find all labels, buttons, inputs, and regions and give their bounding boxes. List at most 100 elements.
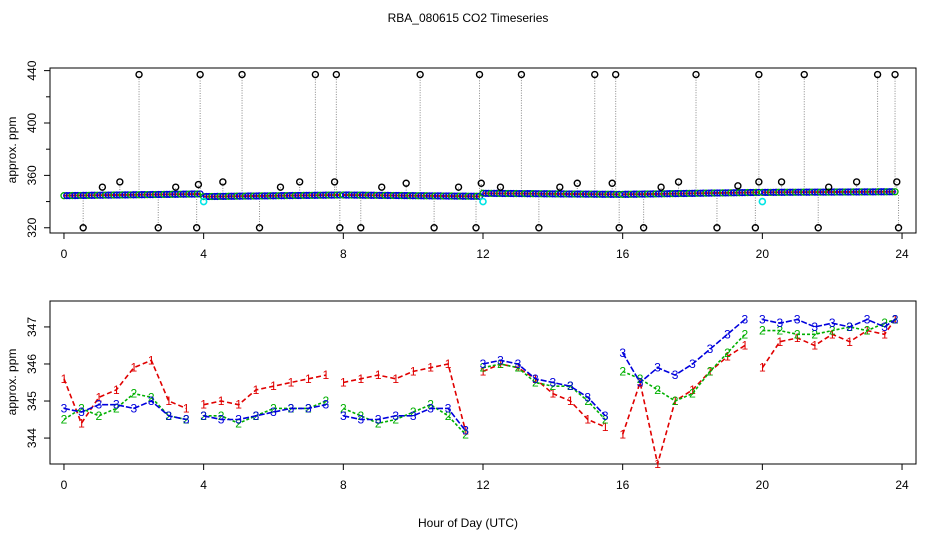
x-tick-label-top: 24 <box>895 247 909 261</box>
series-point-1: 1 <box>78 416 85 430</box>
x-tick-label-bottom: 0 <box>61 478 68 492</box>
series-point-3: 3 <box>549 376 556 390</box>
x-tick-label-top: 8 <box>340 247 347 261</box>
series-point-1: 1 <box>148 353 155 367</box>
outlier-point <box>891 70 899 79</box>
top-marks <box>60 70 903 232</box>
series-point-3: 3 <box>480 357 487 371</box>
series-point-2: 2 <box>654 383 661 397</box>
outlier-point <box>755 178 763 186</box>
x-tick-label-bottom: 20 <box>756 478 770 492</box>
series-point-3: 3 <box>165 409 172 423</box>
series-point-2: 2 <box>707 364 714 378</box>
series-point-2: 2 <box>96 409 103 423</box>
series-point-3: 3 <box>497 353 504 367</box>
series-point-2: 2 <box>811 327 818 341</box>
series-point-3: 3 <box>305 401 312 415</box>
series-point-1: 1 <box>759 361 766 375</box>
chart-title: RBA_080615 CO2 Timeseries <box>388 11 549 25</box>
outlier-point <box>556 183 564 191</box>
outlier-point <box>154 224 162 232</box>
series-point-3: 3 <box>881 320 888 334</box>
outlier-point <box>852 178 861 186</box>
series-point-1: 1 <box>410 364 417 378</box>
series-point-3: 3 <box>392 409 399 423</box>
series-point-2: 2 <box>113 401 120 415</box>
series-point-2: 2 <box>183 413 190 427</box>
y-tick-label-bottom: 347 <box>25 317 39 337</box>
x-tick-label-bottom: 12 <box>476 478 490 492</box>
outlier-point <box>777 178 786 186</box>
series-point-1: 1 <box>270 379 277 393</box>
series-point-2: 2 <box>794 327 801 341</box>
series-point-3: 3 <box>892 313 899 327</box>
outlier-point <box>477 179 485 187</box>
outlier-point <box>573 179 581 187</box>
y-tick-label-bottom: 346 <box>25 354 39 374</box>
series-point-2: 2 <box>235 416 242 430</box>
series-point-2: 2 <box>759 324 766 338</box>
series-point-2: 2 <box>375 416 382 430</box>
series-point-1: 1 <box>340 376 347 390</box>
series-point-2: 2 <box>497 357 504 371</box>
series-point-1: 1 <box>846 335 853 349</box>
outlier-point <box>611 70 620 79</box>
series-point-3: 3 <box>218 413 225 427</box>
series-point-3: 3 <box>183 413 190 427</box>
outlier-point <box>591 70 599 79</box>
x-tick-label-top: 12 <box>476 247 490 261</box>
series-point-1: 1 <box>445 357 452 371</box>
series-point-1: 1 <box>305 372 312 386</box>
outlier-point <box>79 224 87 232</box>
panel-top: 0 4 8 12 16 20 24 320 360 400 440 approx. ppm <box>5 60 917 261</box>
series-point-3: 3 <box>672 368 679 382</box>
series-point-3: 3 <box>357 413 364 427</box>
outlier-point <box>135 70 143 79</box>
series-point-2: 2 <box>742 327 749 341</box>
series-point-3: 3 <box>864 313 871 327</box>
series-point-3: 3 <box>427 401 434 415</box>
series-point-2: 2 <box>829 324 836 338</box>
outlier-point <box>402 179 410 187</box>
series-point-2: 2 <box>392 413 399 427</box>
x-tick-label-top: 16 <box>616 247 630 261</box>
outlier-point <box>535 224 543 232</box>
series-point-3: 3 <box>811 320 818 334</box>
series-point-1: 1 <box>392 372 399 386</box>
series-point-3: 3 <box>253 409 260 423</box>
y-axis-top: 320 360 400 440 <box>25 60 50 238</box>
series-point-2: 2 <box>549 379 556 393</box>
series-point-1: 1 <box>288 376 295 390</box>
baseline-line <box>482 192 620 196</box>
series-point-1: 1 <box>96 390 103 404</box>
series-point-1: 1 <box>427 361 434 375</box>
outlier-point <box>751 224 760 232</box>
series-point-3: 3 <box>759 313 766 327</box>
y-tick-label-bottom: 344 <box>25 428 39 448</box>
outlier-point <box>755 70 763 79</box>
series-point-1: 1 <box>61 372 68 386</box>
baseline-point <box>888 188 896 196</box>
series-point-3: 3 <box>270 405 277 419</box>
series-point-1: 1 <box>218 394 225 408</box>
plot-frame-bottom <box>49 300 917 465</box>
series-point-1: 1 <box>323 368 330 382</box>
series-point-1: 1 <box>200 398 207 412</box>
x-axis-top: 0 4 8 12 16 20 24 <box>61 233 909 261</box>
series-point-3: 3 <box>323 398 330 412</box>
y-tick-label-top: 360 <box>25 165 39 185</box>
outlier-point <box>475 70 484 79</box>
x-tick-label-bottom: 16 <box>616 478 630 492</box>
outlier-point <box>430 224 438 232</box>
series-point-3: 3 <box>619 346 626 360</box>
series-point-1: 1 <box>549 387 556 401</box>
series-point-1: 1 <box>567 394 574 408</box>
outlier-point <box>332 70 341 79</box>
series-point-1: 1 <box>602 420 609 434</box>
series-point-1: 1 <box>130 361 137 375</box>
outlier-point <box>814 224 822 232</box>
series-point-2: 2 <box>61 413 68 427</box>
outlier-point <box>196 70 204 79</box>
series-point-2: 2 <box>357 409 364 423</box>
